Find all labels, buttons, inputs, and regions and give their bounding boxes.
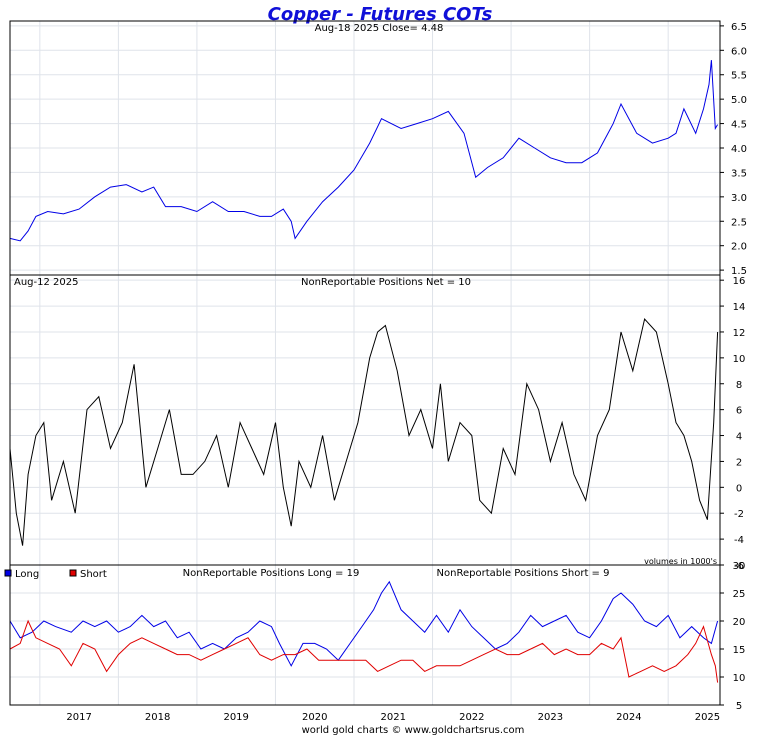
- legend-long-label: Long: [15, 569, 39, 580]
- x-tick-label: 2025: [695, 712, 720, 723]
- net-ytick-label: -2: [734, 509, 744, 520]
- long-short-series-line-long: [9, 580, 719, 667]
- legend-short-label: Short: [80, 569, 107, 580]
- price-panel-header: Aug-18 2025 Close= 4.48: [315, 23, 444, 34]
- x-tick-label: 2022: [459, 712, 484, 723]
- footer-credit: world gold charts © www.goldchartsrus.co…: [302, 725, 525, 735]
- price-ytick-label: 5.0: [731, 95, 747, 106]
- net-ytick-label: 12: [733, 328, 746, 339]
- long-short-ytick-label: 15: [733, 645, 746, 656]
- price-ytick-label: 5.5: [731, 71, 747, 82]
- price-ytick-label: 1.5: [731, 266, 747, 277]
- net-ytick-label: 6: [736, 406, 742, 417]
- volumes-note: volumes in 1000's: [644, 557, 717, 566]
- price-series-line: [9, 60, 719, 242]
- price-ytick-label: 2.5: [731, 217, 747, 228]
- net-ytick-label: 2: [736, 457, 742, 468]
- price-ytick-label: 3.0: [731, 193, 747, 204]
- legend-long-swatch: [4, 569, 12, 577]
- long-panel-header: NonReportable Positions Long = 19: [183, 568, 360, 579]
- price-ytick-label: 2.0: [731, 242, 747, 253]
- x-tick-label: 2017: [66, 712, 91, 723]
- chart-panels: 1.5 2.0 2.5 3.0 3.5 4.0 4.5 5.0 5.5 6.0 6.5 -6 -4 -2 0…: [4, 20, 747, 723]
- price-ytick-label: 4.0: [731, 144, 747, 155]
- x-tick-label: 2021: [381, 712, 406, 723]
- price-ytick-label: 6.0: [731, 46, 747, 57]
- legend-short-swatch: [69, 569, 77, 577]
- net-ytick-label: 0: [736, 483, 742, 494]
- price-ytick-label: 6.5: [731, 22, 747, 33]
- x-tick-label: 2023: [538, 712, 563, 723]
- long-short-ytick-label: 10: [733, 673, 746, 684]
- x-tick-label: 2019: [223, 712, 248, 723]
- net-ytick-label: 14: [733, 302, 746, 313]
- net-ytick-label: 16: [733, 276, 746, 287]
- net-series-line: [9, 317, 719, 546]
- net-ytick-label: 4: [736, 432, 742, 443]
- net-ytick-label: -6: [734, 561, 744, 572]
- price-ytick-label: 4.5: [731, 120, 747, 131]
- short-panel-header: NonReportable Positions Short = 9: [437, 568, 610, 579]
- net-ytick-label: 10: [733, 354, 746, 365]
- long-short-series-line-short: [9, 619, 719, 683]
- long-short-ytick-label: 30: [733, 561, 746, 572]
- long-short-panel-frame: [9, 564, 721, 706]
- chart-title: Copper - Futures COTs: [268, 4, 493, 25]
- net-panel-frame: [9, 274, 721, 566]
- price-ytick-label: 3.5: [731, 168, 747, 179]
- long-short-ytick-label: 25: [733, 589, 746, 600]
- net-ytick-label: -4: [734, 535, 744, 546]
- x-tick-label: 2020: [302, 712, 327, 723]
- net-ytick-label: 8: [736, 380, 742, 391]
- x-tick-label: 2018: [145, 712, 170, 723]
- net-panel-header: NonReportable Positions Net = 10: [301, 277, 471, 288]
- long-short-ytick-label: 20: [733, 617, 746, 628]
- long-short-ytick-label: 5: [736, 701, 742, 712]
- x-tick-label: 2024: [616, 712, 641, 723]
- net-panel-date: Aug-12 2025: [14, 277, 79, 288]
